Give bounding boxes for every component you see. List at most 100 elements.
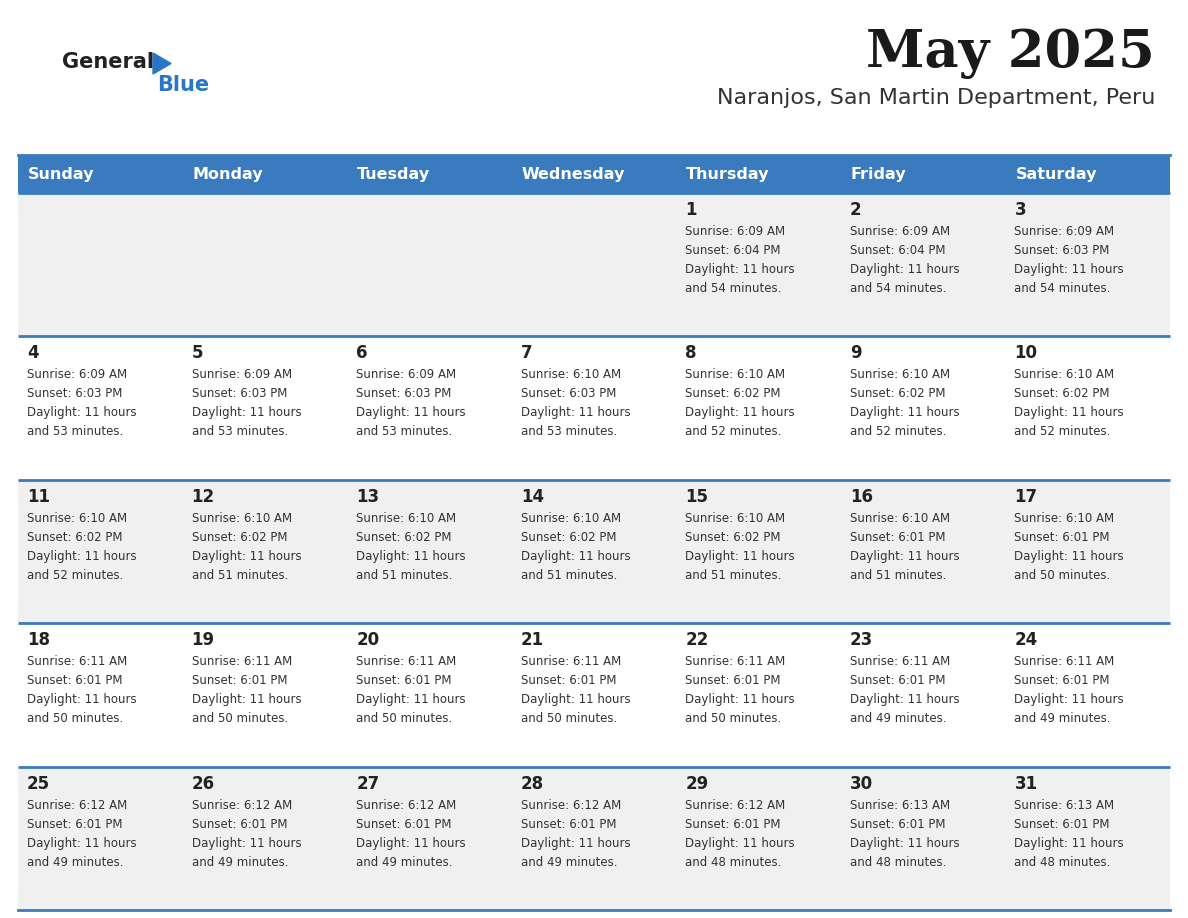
Text: Sunrise: 6:10 AM: Sunrise: 6:10 AM (356, 512, 456, 525)
Text: Sunrise: 6:11 AM: Sunrise: 6:11 AM (520, 655, 621, 668)
Text: and 51 minutes.: and 51 minutes. (849, 569, 946, 582)
Text: Sunset: 6:02 PM: Sunset: 6:02 PM (685, 387, 781, 400)
Bar (1005, 155, 1170, 193)
Text: 1: 1 (685, 201, 697, 219)
Text: Sunset: 6:01 PM: Sunset: 6:01 PM (191, 674, 287, 688)
Bar (841, 480, 1005, 623)
Text: 26: 26 (191, 775, 215, 792)
Text: Daylight: 11 hours: Daylight: 11 hours (27, 836, 137, 849)
Text: and 48 minutes.: and 48 minutes. (1015, 856, 1111, 868)
Bar (183, 155, 347, 193)
Text: Naranjos, San Martin Department, Peru: Naranjos, San Martin Department, Peru (716, 88, 1155, 108)
Text: Daylight: 11 hours: Daylight: 11 hours (27, 550, 137, 563)
Text: Sunset: 6:03 PM: Sunset: 6:03 PM (520, 387, 617, 400)
Text: Sunrise: 6:12 AM: Sunrise: 6:12 AM (27, 799, 127, 812)
Bar (841, 336, 1005, 480)
Text: 4: 4 (27, 344, 39, 363)
Text: Daylight: 11 hours: Daylight: 11 hours (356, 836, 466, 849)
Text: Sunrise: 6:11 AM: Sunrise: 6:11 AM (849, 655, 950, 668)
Bar (347, 336, 512, 480)
Text: and 48 minutes.: and 48 minutes. (849, 856, 946, 868)
Bar (512, 193, 676, 336)
Text: Sunrise: 6:10 AM: Sunrise: 6:10 AM (685, 512, 785, 525)
Text: Daylight: 11 hours: Daylight: 11 hours (685, 693, 795, 706)
Text: 31: 31 (1015, 775, 1037, 792)
Text: and 48 minutes.: and 48 minutes. (685, 856, 782, 868)
Text: and 53 minutes.: and 53 minutes. (356, 425, 453, 439)
Bar (18, 480, 183, 623)
Text: and 51 minutes.: and 51 minutes. (356, 569, 453, 582)
Text: Daylight: 11 hours: Daylight: 11 hours (849, 550, 960, 563)
Text: Daylight: 11 hours: Daylight: 11 hours (1015, 263, 1124, 276)
Text: Thursday: Thursday (687, 166, 770, 182)
Text: and 49 minutes.: and 49 minutes. (27, 856, 124, 868)
Text: Sunrise: 6:10 AM: Sunrise: 6:10 AM (685, 368, 785, 381)
Bar (18, 193, 183, 336)
Text: 21: 21 (520, 632, 544, 649)
Text: Sunrise: 6:12 AM: Sunrise: 6:12 AM (520, 799, 621, 812)
Bar (676, 623, 841, 767)
Text: Daylight: 11 hours: Daylight: 11 hours (849, 263, 960, 276)
Text: 17: 17 (1015, 487, 1037, 506)
Text: Sunset: 6:03 PM: Sunset: 6:03 PM (191, 387, 287, 400)
Bar (1005, 623, 1170, 767)
Text: 8: 8 (685, 344, 697, 363)
Bar (18, 623, 183, 767)
Text: Sunset: 6:01 PM: Sunset: 6:01 PM (356, 818, 451, 831)
Text: Blue: Blue (157, 75, 209, 95)
Bar (18, 336, 183, 480)
Text: and 53 minutes.: and 53 minutes. (27, 425, 124, 439)
Text: and 52 minutes.: and 52 minutes. (849, 425, 946, 439)
Text: and 54 minutes.: and 54 minutes. (1015, 282, 1111, 295)
Text: Sunset: 6:02 PM: Sunset: 6:02 PM (356, 531, 451, 543)
Text: and 52 minutes.: and 52 minutes. (27, 569, 124, 582)
Text: Sunrise: 6:09 AM: Sunrise: 6:09 AM (685, 225, 785, 238)
Bar (512, 623, 676, 767)
Bar (183, 480, 347, 623)
Text: and 50 minutes.: and 50 minutes. (356, 712, 453, 725)
Text: Sunset: 6:01 PM: Sunset: 6:01 PM (849, 531, 946, 543)
Text: Sunset: 6:01 PM: Sunset: 6:01 PM (1015, 674, 1110, 688)
Text: Sunday: Sunday (29, 166, 95, 182)
Polygon shape (153, 53, 171, 74)
Text: Daylight: 11 hours: Daylight: 11 hours (191, 550, 302, 563)
Text: and 49 minutes.: and 49 minutes. (191, 856, 287, 868)
Text: Sunset: 6:01 PM: Sunset: 6:01 PM (27, 674, 122, 688)
Bar (347, 623, 512, 767)
Text: 13: 13 (356, 487, 379, 506)
Bar (676, 336, 841, 480)
Text: Sunset: 6:04 PM: Sunset: 6:04 PM (685, 244, 781, 257)
Bar (841, 623, 1005, 767)
Text: and 50 minutes.: and 50 minutes. (27, 712, 124, 725)
Text: and 53 minutes.: and 53 minutes. (191, 425, 287, 439)
Text: 27: 27 (356, 775, 379, 792)
Text: Sunset: 6:01 PM: Sunset: 6:01 PM (27, 818, 122, 831)
Text: 14: 14 (520, 487, 544, 506)
Text: Daylight: 11 hours: Daylight: 11 hours (356, 550, 466, 563)
Text: Daylight: 11 hours: Daylight: 11 hours (1015, 407, 1124, 420)
Text: Sunrise: 6:12 AM: Sunrise: 6:12 AM (356, 799, 456, 812)
Text: Daylight: 11 hours: Daylight: 11 hours (1015, 550, 1124, 563)
Text: 6: 6 (356, 344, 367, 363)
Text: Sunrise: 6:10 AM: Sunrise: 6:10 AM (520, 512, 621, 525)
Text: Daylight: 11 hours: Daylight: 11 hours (1015, 693, 1124, 706)
Text: 19: 19 (191, 632, 215, 649)
Text: Daylight: 11 hours: Daylight: 11 hours (520, 836, 631, 849)
Text: Sunrise: 6:09 AM: Sunrise: 6:09 AM (849, 225, 950, 238)
Text: Daylight: 11 hours: Daylight: 11 hours (849, 836, 960, 849)
Bar (18, 155, 183, 193)
Text: 5: 5 (191, 344, 203, 363)
Bar (1005, 193, 1170, 336)
Text: Sunset: 6:01 PM: Sunset: 6:01 PM (356, 674, 451, 688)
Text: Sunset: 6:03 PM: Sunset: 6:03 PM (27, 387, 122, 400)
Text: Sunset: 6:02 PM: Sunset: 6:02 PM (1015, 387, 1110, 400)
Bar (512, 336, 676, 480)
Text: Sunrise: 6:11 AM: Sunrise: 6:11 AM (685, 655, 785, 668)
Text: Sunset: 6:02 PM: Sunset: 6:02 PM (520, 531, 617, 543)
Text: Sunset: 6:01 PM: Sunset: 6:01 PM (685, 818, 781, 831)
Text: 24: 24 (1015, 632, 1037, 649)
Text: General: General (62, 52, 154, 72)
Text: and 52 minutes.: and 52 minutes. (1015, 425, 1111, 439)
Text: Daylight: 11 hours: Daylight: 11 hours (849, 407, 960, 420)
Text: Sunset: 6:01 PM: Sunset: 6:01 PM (520, 818, 617, 831)
